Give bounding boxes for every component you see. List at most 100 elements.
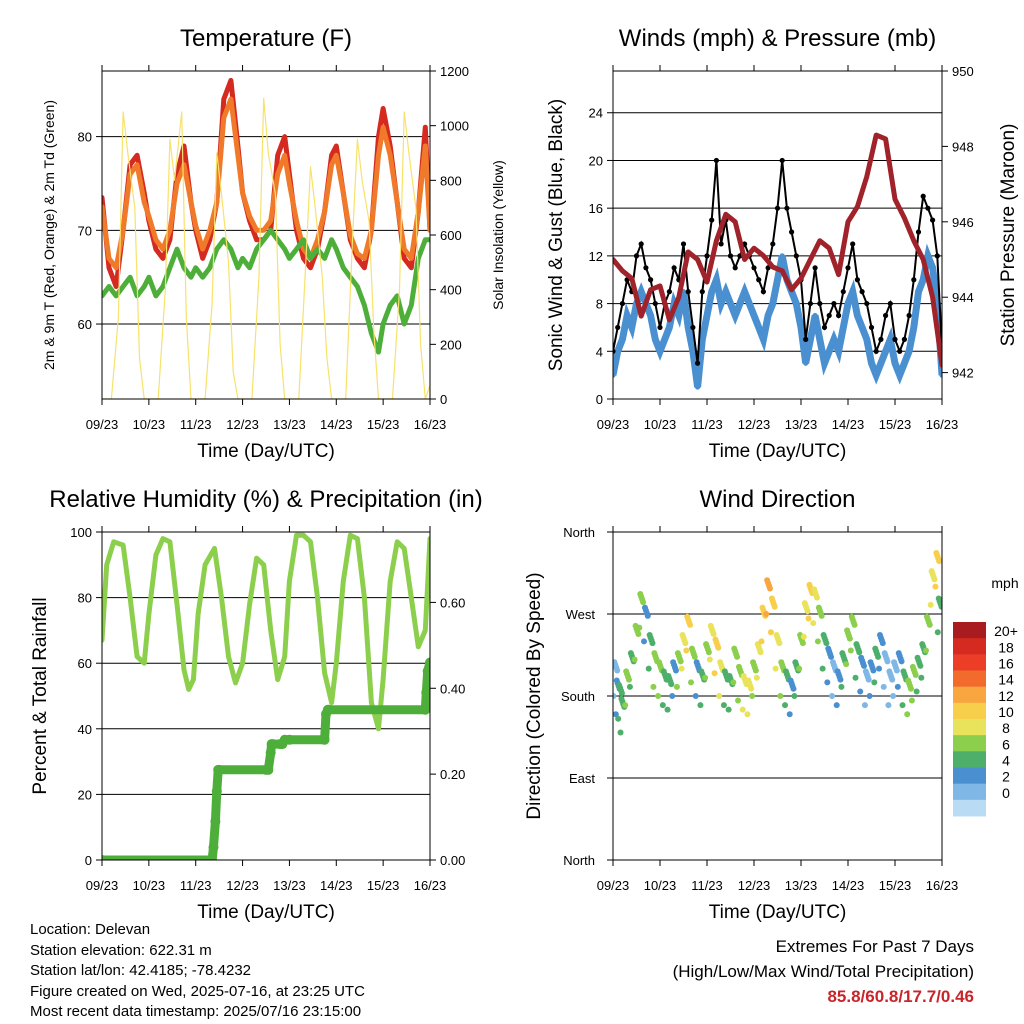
data-point (709, 289, 715, 295)
y-tick-label: West (566, 607, 596, 622)
direction-point (720, 702, 727, 709)
direction-point (879, 640, 886, 647)
direction-point (880, 683, 887, 690)
direction-point (829, 693, 836, 699)
data-point (695, 384, 701, 390)
y-tick-label: North (563, 853, 595, 868)
data-point (831, 300, 837, 307)
data-point (425, 657, 430, 668)
data-point (812, 312, 818, 319)
direction-point (833, 702, 840, 709)
data-point (807, 300, 814, 307)
x-tick-label: 11/23 (691, 878, 723, 893)
y-tick-label: 20 (589, 153, 603, 168)
direction-point (799, 640, 806, 647)
data-point (210, 816, 221, 827)
data-point (779, 157, 785, 164)
direction-point (936, 558, 942, 565)
direction-point (918, 674, 925, 681)
direction-point (767, 629, 774, 636)
direction-point (865, 676, 872, 683)
direction-point (749, 693, 756, 699)
legend-label: 12 (998, 688, 1014, 704)
data-point (798, 324, 804, 331)
direction-point (814, 638, 821, 645)
legend-label: 2 (1002, 769, 1010, 785)
data-point (704, 312, 710, 319)
plot-frame (612, 70, 943, 400)
direction-point (673, 683, 680, 690)
x-tick-label: 11/23 (180, 417, 212, 432)
x-axis-label: Time (Day/UTC) (709, 441, 847, 462)
direction-point (613, 693, 617, 699)
data-point (422, 666, 430, 677)
data-point (624, 312, 630, 319)
direction-point (805, 615, 812, 622)
direction-point (777, 693, 784, 699)
direction-point (758, 638, 765, 645)
data-point (878, 336, 884, 342)
direction-point (650, 683, 657, 690)
y-tick-label: 20 (78, 787, 92, 802)
data-point (699, 289, 705, 295)
direction-point (866, 693, 873, 699)
data-point (324, 704, 335, 715)
y-right-tick-label: 1200 (440, 64, 469, 79)
y-tick-label: 70 (78, 223, 92, 238)
x-tick-label: 11/23 (691, 417, 723, 432)
x-tick-label: 10/23 (133, 417, 166, 432)
data-point (911, 277, 917, 283)
station-info: Location: Delevan Station elevation: 622… (30, 920, 365, 1023)
data-point (887, 336, 893, 342)
legend-label: 14 (998, 672, 1014, 688)
data-point (319, 734, 330, 745)
data-point (638, 241, 644, 247)
direction-point (813, 594, 820, 601)
data-point (648, 277, 654, 283)
data-point (732, 265, 738, 271)
data-point (859, 289, 865, 295)
data-point (915, 289, 922, 295)
direction-point (810, 620, 817, 627)
legend-label: 16 (998, 656, 1014, 672)
legend-label: 20+ (994, 623, 1018, 639)
direction-point (766, 585, 773, 592)
most-recent-timestamp: Most recent data timestamp: 2025/07/16 2… (30, 1003, 362, 1020)
y-tick-label: 100 (70, 525, 92, 540)
panel-title: Winds (mph) & Pressure (mb) (619, 25, 936, 52)
x-tick-label: 09/23 (597, 878, 630, 893)
data-point (690, 324, 696, 331)
extremes-block: Extremes For Past 7 Days (High/Low/Max W… (673, 934, 974, 1009)
direction-point (818, 612, 825, 619)
y-right-tick-label: 1000 (440, 119, 469, 134)
data-point (854, 312, 861, 319)
direction-point (669, 693, 676, 699)
direction-point (899, 702, 906, 709)
data-point (883, 348, 889, 354)
data-point (831, 336, 837, 342)
x-tick-label: 14/23 (320, 878, 353, 893)
x-tick-label: 09/23 (597, 417, 630, 432)
x-tick-label: 13/23 (273, 878, 306, 893)
data-point (906, 348, 912, 354)
x-tick-label: 10/23 (644, 417, 677, 432)
data-point (887, 300, 893, 307)
direction-point (927, 601, 934, 608)
data-point (836, 312, 842, 319)
direction-point (711, 670, 718, 677)
direction-point (735, 697, 742, 704)
data-point (657, 348, 663, 354)
data-point (803, 336, 809, 342)
x-tick-label: 12/23 (226, 417, 259, 432)
figure-created: Figure created on Wed, 2025-07-16, at 23… (30, 982, 365, 1000)
panel-title: Relative Humidity (%) & Precipitation (i… (49, 486, 482, 513)
legend-label: 8 (1002, 720, 1010, 736)
direction-point (912, 672, 919, 679)
data-point (793, 253, 799, 259)
data-point (657, 324, 663, 331)
legend-label: 4 (1002, 753, 1010, 769)
x-tick-label: 10/23 (133, 878, 166, 893)
data-point (892, 336, 898, 342)
